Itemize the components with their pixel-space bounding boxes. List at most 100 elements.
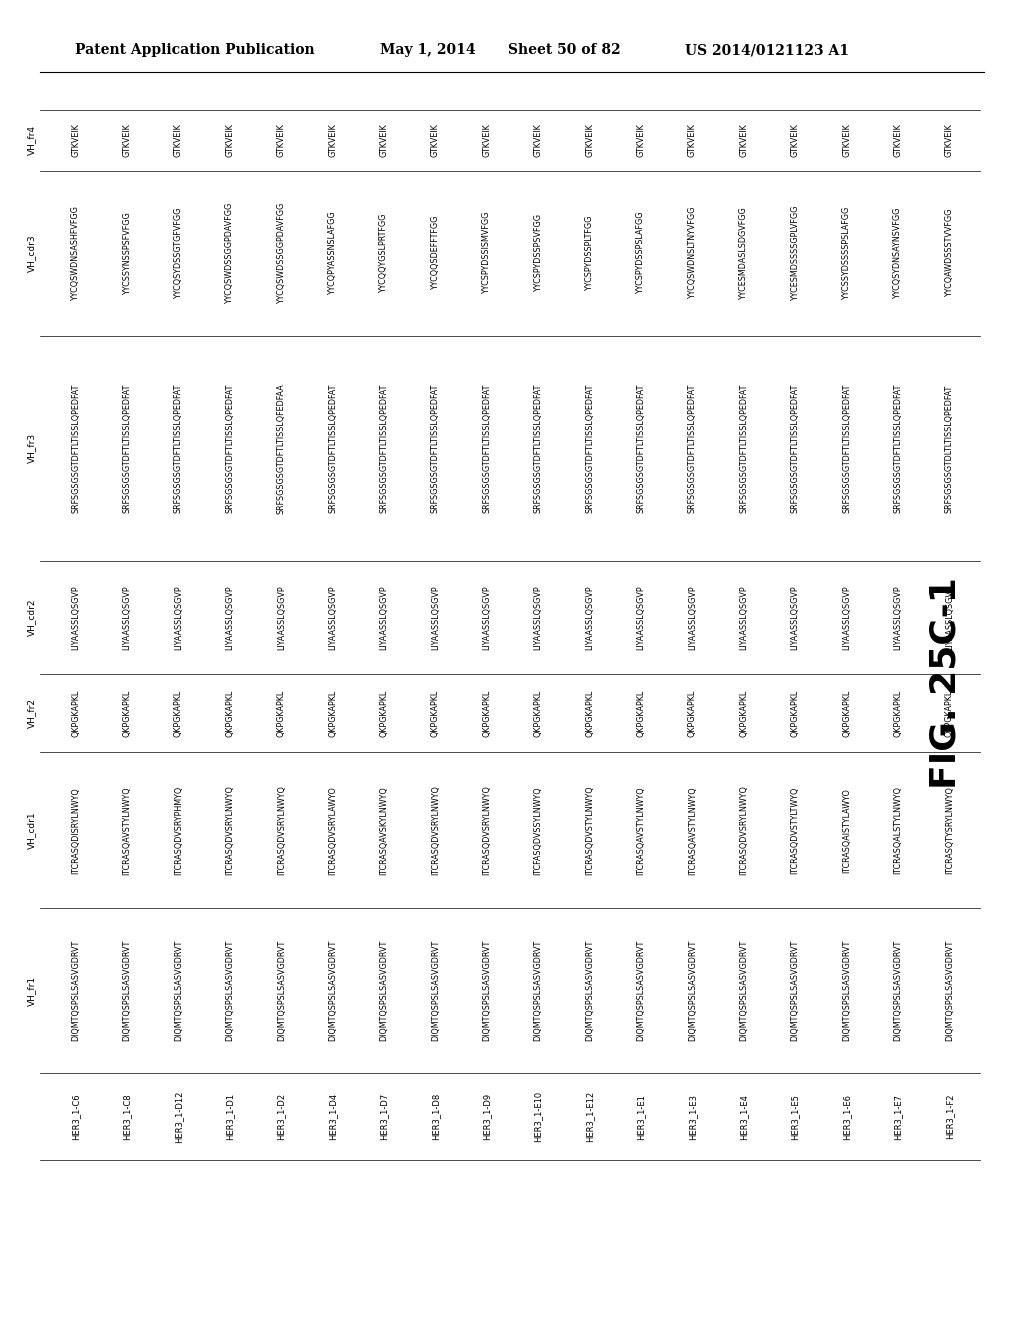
- Text: QKPGKAPKL: QKPGKAPKL: [225, 689, 234, 737]
- Text: QKPGKAPKL: QKPGKAPKL: [431, 689, 440, 737]
- Text: GTKVEIK: GTKVEIK: [688, 124, 697, 157]
- Text: LIYAASSLQSGVP: LIYAASSLQSGVP: [739, 585, 749, 649]
- Text: SRFSGSGSGTDFTLTISSLQPEDFAT: SRFSGSGSGTDFTLTISSLQPEDFAT: [123, 384, 131, 513]
- Text: YYCSPYDSSPSVFGG: YYCSPYDSSPSVFGG: [534, 214, 543, 292]
- Text: DIQMTQSPSLSASVGDRVT: DIQMTQSPSLSASVGDRVT: [842, 940, 851, 1041]
- Text: ITCRASQDISRYLNWYQ: ITCRASQDISRYLNWYQ: [72, 787, 80, 874]
- Text: US 2014/0121123 A1: US 2014/0121123 A1: [685, 44, 849, 57]
- Text: GTKVEIK: GTKVEIK: [431, 124, 440, 157]
- Text: HER3_1-D2: HER3_1-D2: [276, 1093, 286, 1140]
- Text: ITCRASQAVSKYLNWYQ: ITCRASQAVSKYLNWYQ: [380, 785, 388, 875]
- Text: SRFSGSGSGTDFTLTISSLQPEDFAT: SRFSGSGSGTDFTLTISSLQPEDFAT: [380, 384, 388, 513]
- Text: QKPGKAPKL: QKPGKAPKL: [688, 689, 697, 737]
- Text: QKPGKAPKL: QKPGKAPKL: [893, 689, 902, 737]
- Text: VH_cdr1: VH_cdr1: [28, 812, 37, 849]
- Text: QKPGKAPKL: QKPGKAPKL: [534, 689, 543, 737]
- Text: HER3_1-D4: HER3_1-D4: [328, 1093, 337, 1140]
- Text: GTKVEIK: GTKVEIK: [328, 124, 337, 157]
- Text: YYCSSYDSSSSPSLAFGG: YYCSSYDSSSSPSLAFGG: [842, 206, 851, 300]
- Text: GTKVEIK: GTKVEIK: [945, 124, 953, 157]
- Text: HER3_1-D12: HER3_1-D12: [174, 1090, 183, 1143]
- Text: DIQMTQSPSLSASVGDRVT: DIQMTQSPSLSASVGDRVT: [688, 940, 697, 1041]
- Text: YYCSSYNSSPSFVFGG: YYCSSYNSSPSFVFGG: [123, 211, 131, 294]
- Text: DIQMTQSPSLSASVGDRVT: DIQMTQSPSLSASVGDRVT: [739, 940, 749, 1041]
- Text: YYCQSWDSSGGPDAVFGG: YYCQSWDSSGGPDAVFGG: [225, 202, 234, 304]
- Text: LIYAASSLQSGVP: LIYAASSLQSGVP: [482, 585, 492, 649]
- Text: QKPGKAPKL: QKPGKAPKL: [791, 689, 800, 737]
- Text: GTKVEIK: GTKVEIK: [482, 124, 492, 157]
- Text: GTKVEIK: GTKVEIK: [637, 124, 645, 157]
- Text: DIQMTQSPSLSASVGDRVT: DIQMTQSPSLSASVGDRVT: [225, 940, 234, 1041]
- Text: LIYAASSLQSGVP: LIYAASSLQSGVP: [380, 585, 388, 649]
- Text: YYCQQYGSLPRTFGG: YYCQQYGSLPRTFGG: [380, 214, 388, 293]
- Text: ITCRASQDVSRYLNWYQ: ITCRASQDVSRYLNWYQ: [482, 785, 492, 875]
- Text: LIYAASSLQSGVP: LIYAASSLQSGVP: [842, 585, 851, 649]
- Text: LIYAASSLQSGVP: LIYAASSLQSGVP: [72, 585, 80, 649]
- Text: GTKVEIK: GTKVEIK: [380, 124, 388, 157]
- Text: SRFSGSGSGTDFTLTISSLQPEDFAT: SRFSGSGSGTDFTLTISSLQPEDFAT: [688, 384, 697, 513]
- Text: VH_cdr2: VH_cdr2: [28, 599, 37, 636]
- Text: ITCRASQDVSRYLNWYQ: ITCRASQDVSRYLNWYQ: [225, 785, 234, 875]
- Text: ITCRASQDVSRYLNWYQ: ITCRASQDVSRYLNWYQ: [276, 785, 286, 875]
- Text: YYCQSYDNSAYNSVFGG: YYCQSYDNSAYNSVFGG: [893, 207, 902, 298]
- Text: QKPGKAPKL: QKPGKAPKL: [276, 689, 286, 737]
- Text: YYCQSWDNSLTNYVFGG: YYCQSWDNSLTNYVFGG: [688, 207, 697, 300]
- Text: FIG. 25C-1: FIG. 25C-1: [928, 577, 962, 789]
- Text: HER3_1-D1: HER3_1-D1: [225, 1093, 234, 1140]
- Text: YYCSPYDSSPSLAFGG: YYCSPYDSSPSLAFGG: [637, 213, 645, 294]
- Text: DIQMTQSPSLSASVGDRVT: DIQMTQSPSLSASVGDRVT: [72, 940, 80, 1041]
- Text: ITCFASQDVSSYLNWYQ: ITCFASQDVSSYLNWYQ: [534, 785, 543, 875]
- Text: SRFSGSGSGTDFTLTISSLQPEDFAT: SRFSGSGSGTDFTLTISSLQPEDFAT: [482, 384, 492, 513]
- Text: QKPGKAPKL: QKPGKAPKL: [739, 689, 749, 737]
- Text: ITCRASQAVSTYLNWYQ: ITCRASQAVSTYLNWYQ: [637, 785, 645, 875]
- Text: ITCRASQDVSRYLNWYQ: ITCRASQDVSRYLNWYQ: [431, 785, 440, 875]
- Text: SRFSGSGSGTDFTLTISSLQPEDFAT: SRFSGSGSGTDFTLTISSLQPEDFAT: [534, 384, 543, 513]
- Text: SRFSGSGSGTDFTLTISSLQPEDFAT: SRFSGSGSGTDFTLTISSLQPEDFAT: [842, 384, 851, 513]
- Text: LIYAASSLQSGVP: LIYAASSLQSGVP: [174, 585, 183, 649]
- Text: LIYAASSLQSGVP: LIYAASSLQSGVP: [225, 585, 234, 649]
- Text: HER3_1-D9: HER3_1-D9: [482, 1093, 492, 1140]
- Text: ITCRASQDVSRYLAWYO: ITCRASQDVSRYLAWYO: [328, 785, 337, 875]
- Text: Patent Application Publication: Patent Application Publication: [75, 44, 314, 57]
- Text: HER3_1-E12: HER3_1-E12: [585, 1092, 594, 1142]
- Text: ITCRASQAVSTYLNWYQ: ITCRASQAVSTYLNWYQ: [123, 785, 131, 875]
- Text: ITCRASQDVSRYPHMYQ: ITCRASQDVSRYPHMYQ: [174, 785, 183, 875]
- Text: ITCRASQAISTYLAWYO: ITCRASQAISTYLAWYO: [842, 788, 851, 873]
- Text: DIQMTQSPSLSASVGDRVT: DIQMTQSPSLSASVGDRVT: [945, 940, 953, 1041]
- Text: DIQMTQSPSLSASVGDRVT: DIQMTQSPSLSASVGDRVT: [123, 940, 131, 1041]
- Text: LIYAASSLQSGVP: LIYAASSLQSGVP: [276, 585, 286, 649]
- Text: LIYAASSLQSGVP: LIYAASSLQSGVP: [688, 585, 697, 649]
- Text: GTKVEIK: GTKVEIK: [72, 124, 80, 157]
- Text: SRFSGSGSGTDFTLTISSLQFEDFAA: SRFSGSGSGTDFTLTISSLQFEDFAA: [276, 383, 286, 513]
- Text: ITCRASQDVSTYLTWYQ: ITCRASQDVSTYLTWYQ: [791, 787, 800, 874]
- Text: SRFSGSGSGTDFTLTISSLQPEDFAT: SRFSGSGSGTDFTLTISSLQPEDFAT: [72, 384, 80, 513]
- Text: VH_fr4: VH_fr4: [28, 125, 37, 156]
- Text: LIYAASSLQSGVP: LIYAASSLQSGVP: [893, 585, 902, 649]
- Text: DIQMTQSPSLSASVGDRVT: DIQMTQSPSLSASVGDRVT: [380, 940, 388, 1041]
- Text: VH_cdr3: VH_cdr3: [28, 235, 37, 272]
- Text: QKPGKAPKL: QKPGKAPKL: [380, 689, 388, 737]
- Text: GTKVEIK: GTKVEIK: [739, 124, 749, 157]
- Text: SRFSGSGSGTDFTLTISSLQPEDFAT: SRFSGSGSGTDFTLTISSLQPEDFAT: [791, 384, 800, 513]
- Text: GTKVEIK: GTKVEIK: [174, 124, 183, 157]
- Text: HER3_1-E4: HER3_1-E4: [739, 1094, 749, 1139]
- Text: GTKVEIK: GTKVEIK: [276, 124, 286, 157]
- Text: ITCRASQDVSRYLNWYQ: ITCRASQDVSRYLNWYQ: [739, 785, 749, 875]
- Text: SRFSGSGSGTDFTLTISSLQPEDFAT: SRFSGSGSGTDFTLTISSLQPEDFAT: [431, 384, 440, 513]
- Text: HER3_1-E1: HER3_1-E1: [637, 1094, 645, 1139]
- Text: GTKVEIK: GTKVEIK: [225, 124, 234, 157]
- Text: HER3_1-C8: HER3_1-C8: [123, 1093, 131, 1140]
- Text: YYCESMDSSSSGPLVFGG: YYCESMDSSSSGPLVFGG: [791, 206, 800, 301]
- Text: HER3_1-C6: HER3_1-C6: [72, 1093, 80, 1140]
- Text: DIQMTQSPSLSASVGDRVT: DIQMTQSPSLSASVGDRVT: [482, 940, 492, 1041]
- Text: HER3_1-E10: HER3_1-E10: [534, 1092, 543, 1142]
- Text: QKPGKAPKL: QKPGKAPKL: [945, 689, 953, 737]
- Text: GTKVEIK: GTKVEIK: [791, 124, 800, 157]
- Text: LIYAASSLQSGVP: LIYAASSLQSGVP: [123, 585, 131, 649]
- Text: GTKVEIK: GTKVEIK: [893, 124, 902, 157]
- Text: DIQMTQSPSLSASVGDRVT: DIQMTQSPSLSASVGDRVT: [791, 940, 800, 1041]
- Text: QKPGKAPKL: QKPGKAPKL: [637, 689, 645, 737]
- Text: LIYAASSLQSGVP: LIYAASSLQSGVP: [945, 585, 953, 649]
- Text: YYCQSWDSSGGPDAVFGG: YYCQSWDSSGGPDAVFGG: [276, 202, 286, 304]
- Text: QKPGKAPKL: QKPGKAPKL: [123, 689, 131, 737]
